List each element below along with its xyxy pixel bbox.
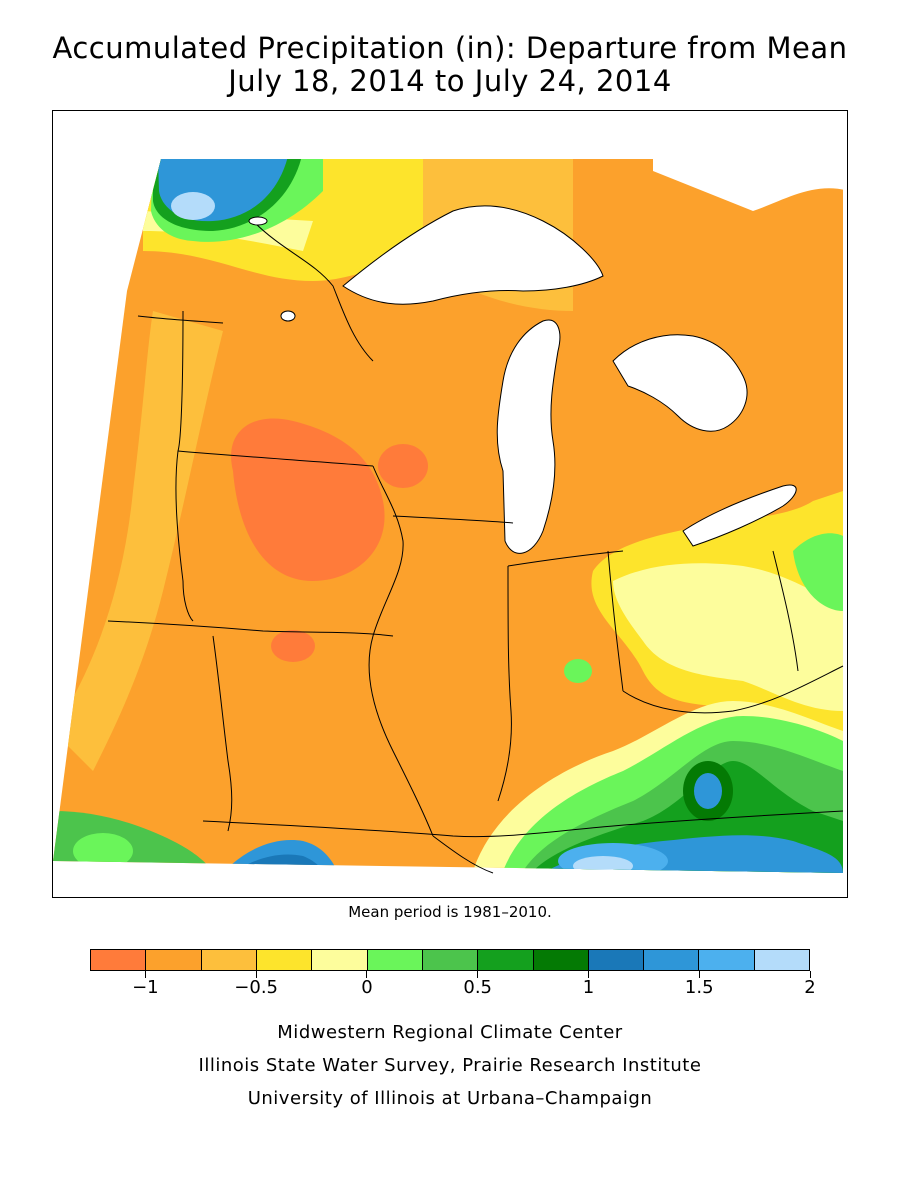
- legend-swatch: [699, 950, 755, 970]
- legend-tick-label: 0.5: [463, 977, 493, 998]
- legend-swatch: [422, 950, 479, 970]
- legend-swatch: [256, 950, 313, 970]
- border-mississippi: [368, 465, 434, 837]
- legend-swatch: [533, 950, 589, 970]
- field-kentucky-core-blue: [694, 773, 722, 809]
- legend-swatch: [588, 950, 645, 970]
- legend-swatch: [201, 950, 257, 970]
- border-mn-wi: [252, 220, 374, 362]
- lake-superior: [342, 205, 604, 305]
- lake-erie: [682, 484, 797, 547]
- border-oh-pa: [772, 550, 799, 672]
- legend-tick: [809, 971, 811, 978]
- lake-michigan: [496, 319, 561, 554]
- legend-swatch: [91, 950, 147, 970]
- legend-tick: [255, 971, 257, 978]
- legend-ticks: [90, 971, 811, 979]
- border-mn-ia: [177, 450, 374, 467]
- legend-tick: [144, 971, 146, 978]
- legend-tick-labels: −1 −0.5 0 0.5 1 1.5 2: [90, 977, 816, 1001]
- lake-huron: [612, 334, 748, 432]
- legend-swatch: [754, 950, 810, 970]
- canada-upper: [653, 151, 847, 211]
- legend-tick-label: 0: [361, 977, 373, 998]
- field-sw-lightgreen: [73, 833, 133, 869]
- border-wi-il: [392, 515, 514, 524]
- map-date-range: July 18, 2014 to July 24, 2014: [228, 64, 672, 98]
- border-nd-sd: [137, 315, 224, 324]
- legend-tick: [698, 971, 700, 978]
- lake-red-lake: [280, 310, 296, 322]
- legend-tick: [477, 971, 479, 978]
- border-mn-west: [175, 310, 194, 622]
- border-in-oh: [607, 550, 624, 692]
- border-il-in: [497, 565, 512, 802]
- field-iowa-red: [271, 630, 315, 662]
- legend-tick-label: 1: [582, 977, 595, 998]
- field-tennessee-lightblue: [573, 856, 633, 873]
- legend-tick-label: 2: [804, 977, 816, 998]
- great-lakes: [342, 151, 847, 554]
- legend-swatch: [146, 950, 202, 970]
- legend-tick-label: −1: [132, 977, 159, 998]
- precipitation-map: [52, 110, 848, 898]
- border-mo-ar: [432, 835, 494, 874]
- credit-mrcc: Midwestern Regional Climate Center: [277, 1022, 623, 1043]
- field-wisconsin-red: [378, 444, 428, 488]
- state-borders: [107, 220, 844, 874]
- legend-tick: [366, 971, 368, 978]
- field-east-green: [793, 533, 843, 611]
- legend-swatch: [478, 950, 534, 970]
- legend-swatch: [367, 950, 423, 970]
- mean-period-note: Mean period is 1981–2010.: [348, 903, 552, 921]
- small-lakes: [248, 216, 296, 322]
- field-indiana-green: [564, 659, 592, 683]
- credit-uiuc: University of Illinois at Urbana–Champai…: [247, 1088, 653, 1109]
- map-title: Accumulated Precipitation (in): Departur…: [52, 31, 848, 65]
- lake-devils-lake: [248, 216, 268, 226]
- border-ks-mo: [212, 635, 233, 832]
- legend-swatch: [312, 950, 368, 970]
- legend-tick-label: −0.5: [234, 977, 278, 998]
- field-central-red: [231, 418, 385, 581]
- field-nw-lightblue: [171, 192, 215, 220]
- border-in-mi: [507, 550, 624, 567]
- credit-isws: Illinois State Water Survey, Prairie Res…: [198, 1055, 702, 1076]
- map-canvas: [53, 151, 847, 874]
- border-ohio-river: [622, 665, 844, 714]
- legend-swatch: [644, 950, 700, 970]
- border-south: [202, 810, 844, 838]
- field-east-pale: [613, 563, 843, 711]
- legend-tick-label: 1.5: [684, 977, 714, 998]
- border-ia-mo: [107, 620, 394, 637]
- color-legend: [90, 949, 810, 971]
- legend-tick: [587, 971, 589, 978]
